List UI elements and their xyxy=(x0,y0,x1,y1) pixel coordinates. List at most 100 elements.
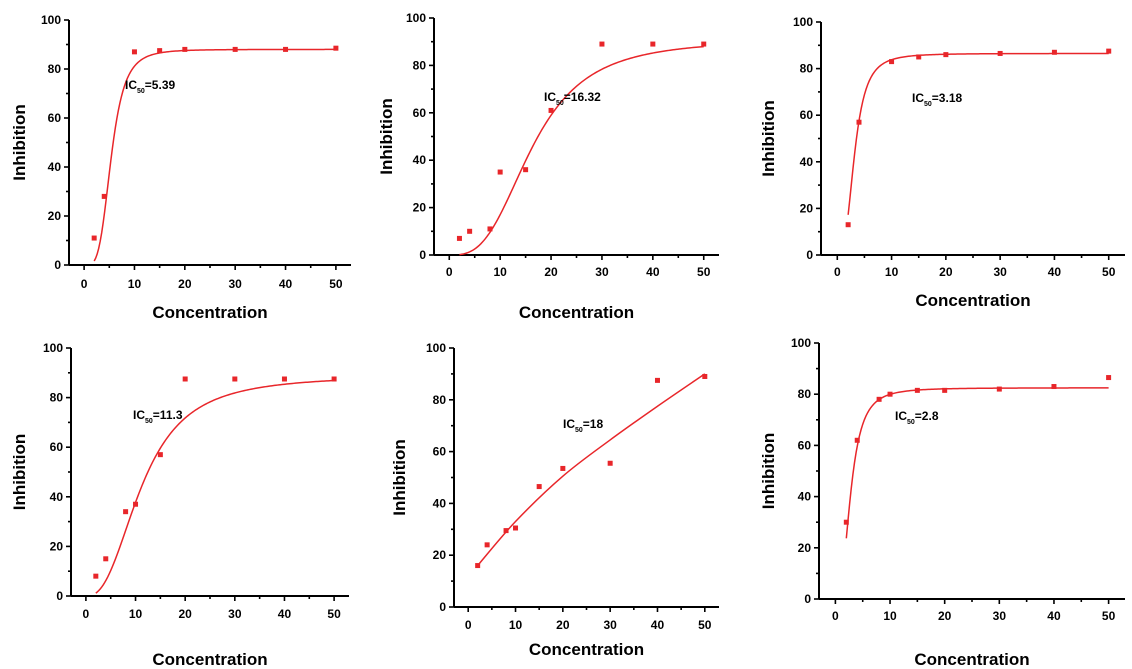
y-tick-label: 80 xyxy=(48,62,62,76)
data-point xyxy=(131,49,137,55)
data-point xyxy=(1106,375,1112,381)
x-tick-label: 10 xyxy=(128,277,142,291)
data-point xyxy=(123,509,129,515)
y-tick-label: 60 xyxy=(433,445,447,459)
x-tick-label: 0 xyxy=(834,265,841,279)
x-tick-label: 0 xyxy=(832,609,839,623)
data-point xyxy=(91,235,97,241)
data-point xyxy=(1051,49,1057,55)
data-point xyxy=(157,48,163,54)
y-tick-label: 20 xyxy=(48,209,62,223)
ic50-panel-2: 0 20 40 60 80 100 0 10 20 30 40 50 Concentration Inhi… xyxy=(377,11,719,322)
data-point xyxy=(281,376,287,382)
data-point xyxy=(889,59,895,65)
x-tick-label: 20 xyxy=(178,277,192,291)
y-tick-label: 80 xyxy=(433,393,447,407)
data-point xyxy=(487,226,493,232)
x-tick-label: 20 xyxy=(939,265,953,279)
data-point xyxy=(503,528,509,534)
x-tick-label: 10 xyxy=(885,265,899,279)
data-point xyxy=(599,41,605,47)
x-axis-title: Concentration xyxy=(915,291,1030,310)
x-tick-label: 10 xyxy=(509,618,523,632)
data-point xyxy=(497,169,503,175)
data-point xyxy=(101,193,107,199)
x-tick-label: 10 xyxy=(493,265,507,279)
x-tick-label: 0 xyxy=(83,607,90,621)
data-point xyxy=(467,228,473,234)
y-tick-label: 40 xyxy=(413,153,427,167)
y-tick-label: 80 xyxy=(413,58,427,72)
data-point xyxy=(232,46,238,52)
y-tick-label: 100 xyxy=(793,15,813,29)
x-tick-label: 0 xyxy=(446,265,453,279)
x-tick-label: 40 xyxy=(278,607,292,621)
data-point xyxy=(182,46,188,52)
data-point xyxy=(523,167,529,173)
data-point xyxy=(548,107,554,113)
data-point xyxy=(456,235,462,241)
x-tick-label: 40 xyxy=(1047,609,1061,623)
x-tick-label: 0 xyxy=(465,618,472,632)
data-point xyxy=(856,119,862,125)
y-tick-label: 40 xyxy=(50,490,64,504)
x-tick-label: 20 xyxy=(556,618,570,632)
data-point xyxy=(916,54,922,60)
y-tick-label: 100 xyxy=(43,341,63,355)
x-tick-label: 30 xyxy=(228,277,242,291)
data-point xyxy=(331,376,337,382)
ic50-annotation: IC50=18 xyxy=(563,417,603,434)
y-axis-title: Inhibition xyxy=(759,100,778,176)
data-point xyxy=(484,542,490,548)
y-tick-label: 40 xyxy=(433,496,447,510)
y-tick-label: 80 xyxy=(798,387,812,401)
data-point xyxy=(103,556,109,562)
x-tick-label: 30 xyxy=(993,609,1007,623)
data-point xyxy=(232,376,238,382)
y-tick-label: 60 xyxy=(48,111,62,125)
x-tick-label: 10 xyxy=(129,607,143,621)
data-point xyxy=(854,437,860,443)
y-tick-label: 20 xyxy=(50,539,64,553)
y-tick-label: 0 xyxy=(439,600,446,614)
data-point xyxy=(943,52,949,58)
x-tick-label: 40 xyxy=(279,277,293,291)
data-point xyxy=(996,386,1002,392)
y-tick-label: 100 xyxy=(426,341,446,355)
data-point xyxy=(843,519,849,525)
fit-curve xyxy=(93,48,336,262)
ic50-panel-3: 0 20 40 60 80 100 0 10 20 30 40 50 Concentration Inhi… xyxy=(759,15,1125,310)
y-tick-label: 100 xyxy=(406,11,426,25)
y-tick-label: 0 xyxy=(804,592,811,606)
data-point xyxy=(607,460,613,466)
ic50-panel-1: 0 20 40 60 80 100 0 10 20 30 40 50 Concentration Inhi… xyxy=(10,13,351,322)
y-tick-label: 20 xyxy=(433,548,447,562)
x-tick-label: 50 xyxy=(1102,609,1116,623)
x-tick-label: 40 xyxy=(646,265,660,279)
y-tick-label: 40 xyxy=(800,155,814,169)
y-tick-label: 40 xyxy=(48,160,62,174)
data-point xyxy=(333,45,339,51)
fit-curve xyxy=(459,45,704,256)
x-tick-label: 20 xyxy=(544,265,558,279)
data-point xyxy=(536,484,542,490)
x-tick-label: 50 xyxy=(1102,265,1116,279)
data-point xyxy=(283,46,289,52)
ic50-annotation: IC50=5.39 xyxy=(125,78,175,95)
x-tick-label: 30 xyxy=(603,618,617,632)
data-point xyxy=(650,41,656,47)
x-tick-label: 40 xyxy=(1048,265,1062,279)
data-point xyxy=(876,396,882,402)
ic50-annotation: IC50=16.32 xyxy=(544,90,601,107)
y-tick-label: 100 xyxy=(791,336,811,350)
data-point xyxy=(701,41,707,47)
data-point xyxy=(182,376,188,382)
data-point xyxy=(1106,48,1112,54)
fit-curve xyxy=(477,373,706,567)
x-tick-label: 40 xyxy=(651,618,665,632)
y-tick-label: 20 xyxy=(413,201,427,215)
y-tick-label: 0 xyxy=(56,589,63,603)
x-tick-label: 20 xyxy=(178,607,192,621)
x-tick-label: 50 xyxy=(327,607,341,621)
